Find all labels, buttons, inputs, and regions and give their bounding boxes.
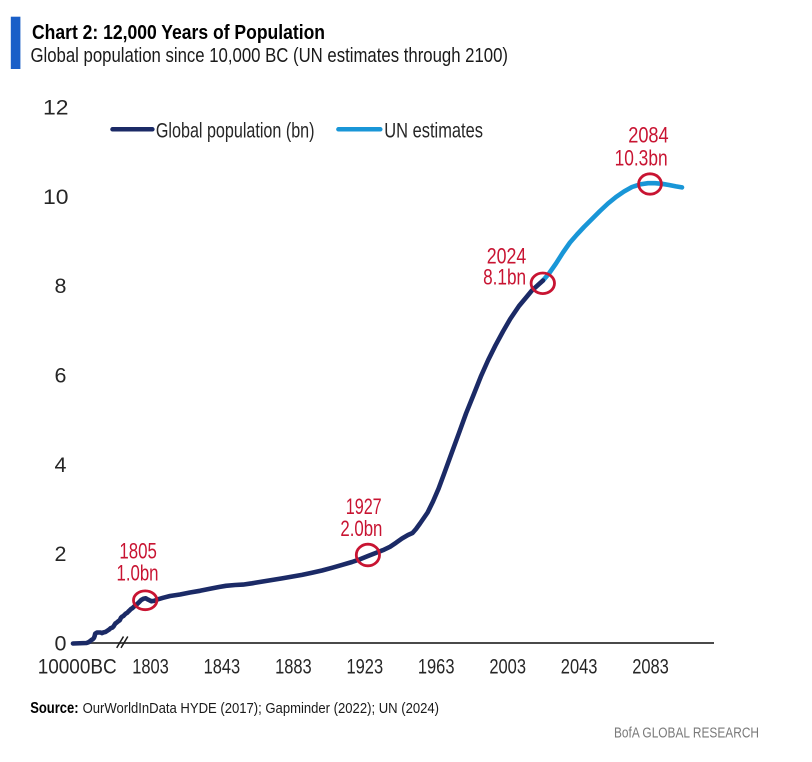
svg-text:8: 8 bbox=[55, 274, 67, 298]
svg-text:1843: 1843 bbox=[204, 655, 241, 679]
svg-text:2084: 2084 bbox=[628, 123, 669, 148]
svg-text:OurWorldInData HYDE (2017); Ga: OurWorldInData HYDE (2017); Gapminder (2… bbox=[83, 700, 439, 717]
svg-text:BofA GLOBAL RESEARCH: BofA GLOBAL RESEARCH bbox=[614, 726, 759, 742]
svg-text:2.0bn: 2.0bn bbox=[340, 516, 382, 541]
svg-text:Global population (bn): Global population (bn) bbox=[156, 118, 315, 142]
svg-text:1803: 1803 bbox=[132, 655, 169, 679]
svg-text:8.1bn: 8.1bn bbox=[483, 265, 526, 290]
svg-text:6: 6 bbox=[55, 364, 67, 388]
svg-text:2003: 2003 bbox=[489, 655, 526, 679]
svg-text:12: 12 bbox=[43, 96, 69, 120]
svg-text:1883: 1883 bbox=[275, 655, 312, 679]
svg-text:1.0bn: 1.0bn bbox=[117, 561, 159, 586]
svg-text:1923: 1923 bbox=[347, 655, 384, 679]
svg-text:0: 0 bbox=[55, 632, 67, 656]
svg-text:2043: 2043 bbox=[561, 655, 598, 679]
svg-text:10: 10 bbox=[43, 185, 69, 209]
svg-text:Source:: Source: bbox=[30, 700, 78, 717]
svg-text:10.3bn: 10.3bn bbox=[615, 146, 668, 171]
svg-text:UN estimates: UN estimates bbox=[384, 118, 483, 142]
svg-text:2083: 2083 bbox=[632, 655, 669, 679]
svg-text:10000BC: 10000BC bbox=[38, 655, 117, 679]
svg-text:4: 4 bbox=[55, 453, 67, 477]
svg-text:1927: 1927 bbox=[346, 494, 382, 519]
svg-text:1805: 1805 bbox=[119, 538, 156, 563]
svg-text:Chart 2: 12,000 Years of Popul: Chart 2: 12,000 Years of Population bbox=[32, 22, 325, 44]
svg-text:2024: 2024 bbox=[487, 243, 527, 268]
svg-text:Global population since 10,000: Global population since 10,000 BC (UN es… bbox=[31, 45, 509, 67]
svg-text:1963: 1963 bbox=[418, 655, 455, 679]
svg-text:2: 2 bbox=[55, 542, 67, 566]
